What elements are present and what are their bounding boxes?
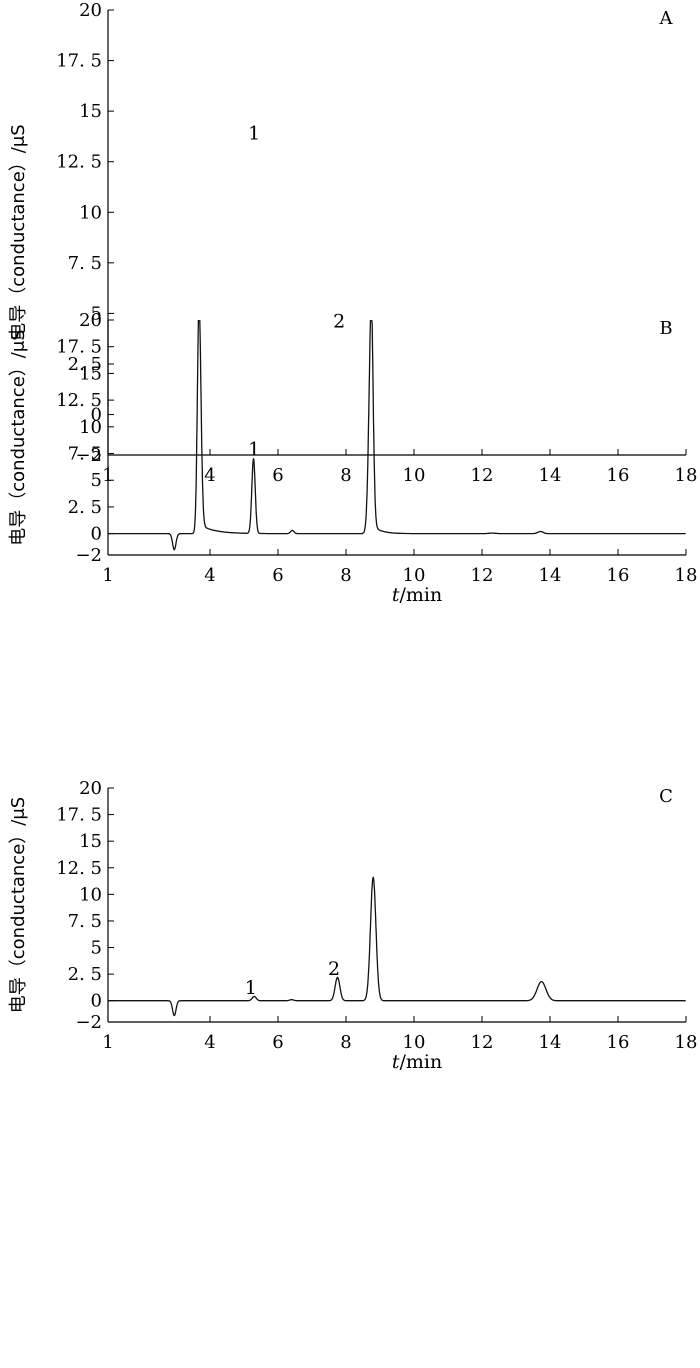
panel-letter: C [659, 786, 673, 807]
y-tick-label: 15 [79, 101, 102, 122]
x-tick-label: 10 [403, 1032, 426, 1053]
y-tick-label: 2. 5 [68, 964, 102, 985]
y-tick-label: 12. 5 [56, 858, 102, 879]
peak-label: 2 [328, 958, 340, 980]
y-tick-label: 15 [79, 831, 102, 852]
x-axis-label: t/min [392, 584, 442, 606]
x-tick-label: 4 [204, 1032, 215, 1053]
x-tick-label: 10 [403, 465, 426, 486]
x-tick-label: 8 [340, 1032, 351, 1053]
x-tick-label: 18 [675, 565, 698, 586]
x-tick-label: 10 [403, 565, 426, 586]
y-tick-label: 17. 5 [56, 805, 102, 826]
y-tick-label: −2 [75, 545, 102, 566]
y-tick-label: 10 [79, 202, 102, 223]
y-tick-label: 17. 5 [56, 337, 102, 358]
y-axis-label: 电导（conductance）/μS [8, 124, 29, 340]
y-tick-label: 0 [91, 991, 102, 1012]
y-axis-label: 电导（conductance）/μS [8, 329, 29, 545]
y-tick-label: 5 [91, 303, 102, 324]
x-tick-label: 14 [539, 565, 562, 586]
x-tick-label: 18 [675, 1032, 698, 1053]
y-tick-label: 10 [79, 417, 102, 438]
y-tick-label: 0 [91, 405, 102, 426]
y-tick-label: −2 [75, 1012, 102, 1033]
peak-label: 2 [333, 311, 345, 333]
x-tick-label: 6 [272, 465, 283, 486]
peak-label: 1 [248, 122, 260, 144]
panel-letter: B [659, 318, 672, 339]
y-tick-label: 20 [79, 310, 102, 331]
y-tick-label: 17. 5 [56, 51, 102, 72]
peak-label: 1 [245, 977, 257, 999]
chromatogram-trace [108, 320, 686, 551]
x-tick-label: 18 [675, 465, 698, 486]
x-tick-label: 8 [340, 565, 351, 586]
x-tick-label: 12 [471, 1032, 494, 1053]
y-tick-label: 7. 5 [68, 444, 102, 465]
y-tick-label: 20 [79, 0, 102, 21]
panel-letter: A [659, 8, 674, 29]
x-tick-label: 1 [102, 565, 113, 586]
x-tick-label: 16 [607, 1032, 630, 1053]
y-tick-label: 5 [91, 470, 102, 491]
y-tick-label: 10 [79, 884, 102, 905]
x-tick-label: 6 [272, 565, 283, 586]
x-tick-label: 6 [272, 1032, 283, 1053]
peak-label: 1 [248, 438, 260, 460]
x-tick-label: 1 [102, 1032, 113, 1053]
x-tick-label: 4 [204, 465, 215, 486]
x-tick-label: 4 [204, 565, 215, 586]
y-tick-label: 15 [79, 363, 102, 384]
y-tick-label: −2 [75, 445, 102, 466]
y-tick-label: 7. 5 [68, 911, 102, 932]
x-tick-label: 16 [607, 465, 630, 486]
x-tick-label: 12 [471, 565, 494, 586]
y-tick-label: 7. 5 [68, 253, 102, 274]
y-tick-label: 12. 5 [56, 390, 102, 411]
x-axis-label: t/min [392, 1051, 442, 1073]
y-tick-label: 0 [91, 524, 102, 545]
y-tick-label: 5 [91, 938, 102, 959]
y-axis-label: 电导（conductance）/μS [8, 797, 29, 1013]
chromatogram-trace [108, 876, 686, 1017]
x-tick-label: 16 [607, 565, 630, 586]
x-tick-label: 12 [471, 465, 494, 486]
y-tick-label: 12. 5 [56, 152, 102, 173]
x-tick-label: 8 [340, 465, 351, 486]
y-tick-label: 20 [79, 778, 102, 799]
x-tick-label: 14 [539, 1032, 562, 1053]
y-tick-label: 2. 5 [68, 354, 102, 375]
x-tick-label: 14 [539, 465, 562, 486]
y-tick-label: 2. 5 [68, 497, 102, 518]
